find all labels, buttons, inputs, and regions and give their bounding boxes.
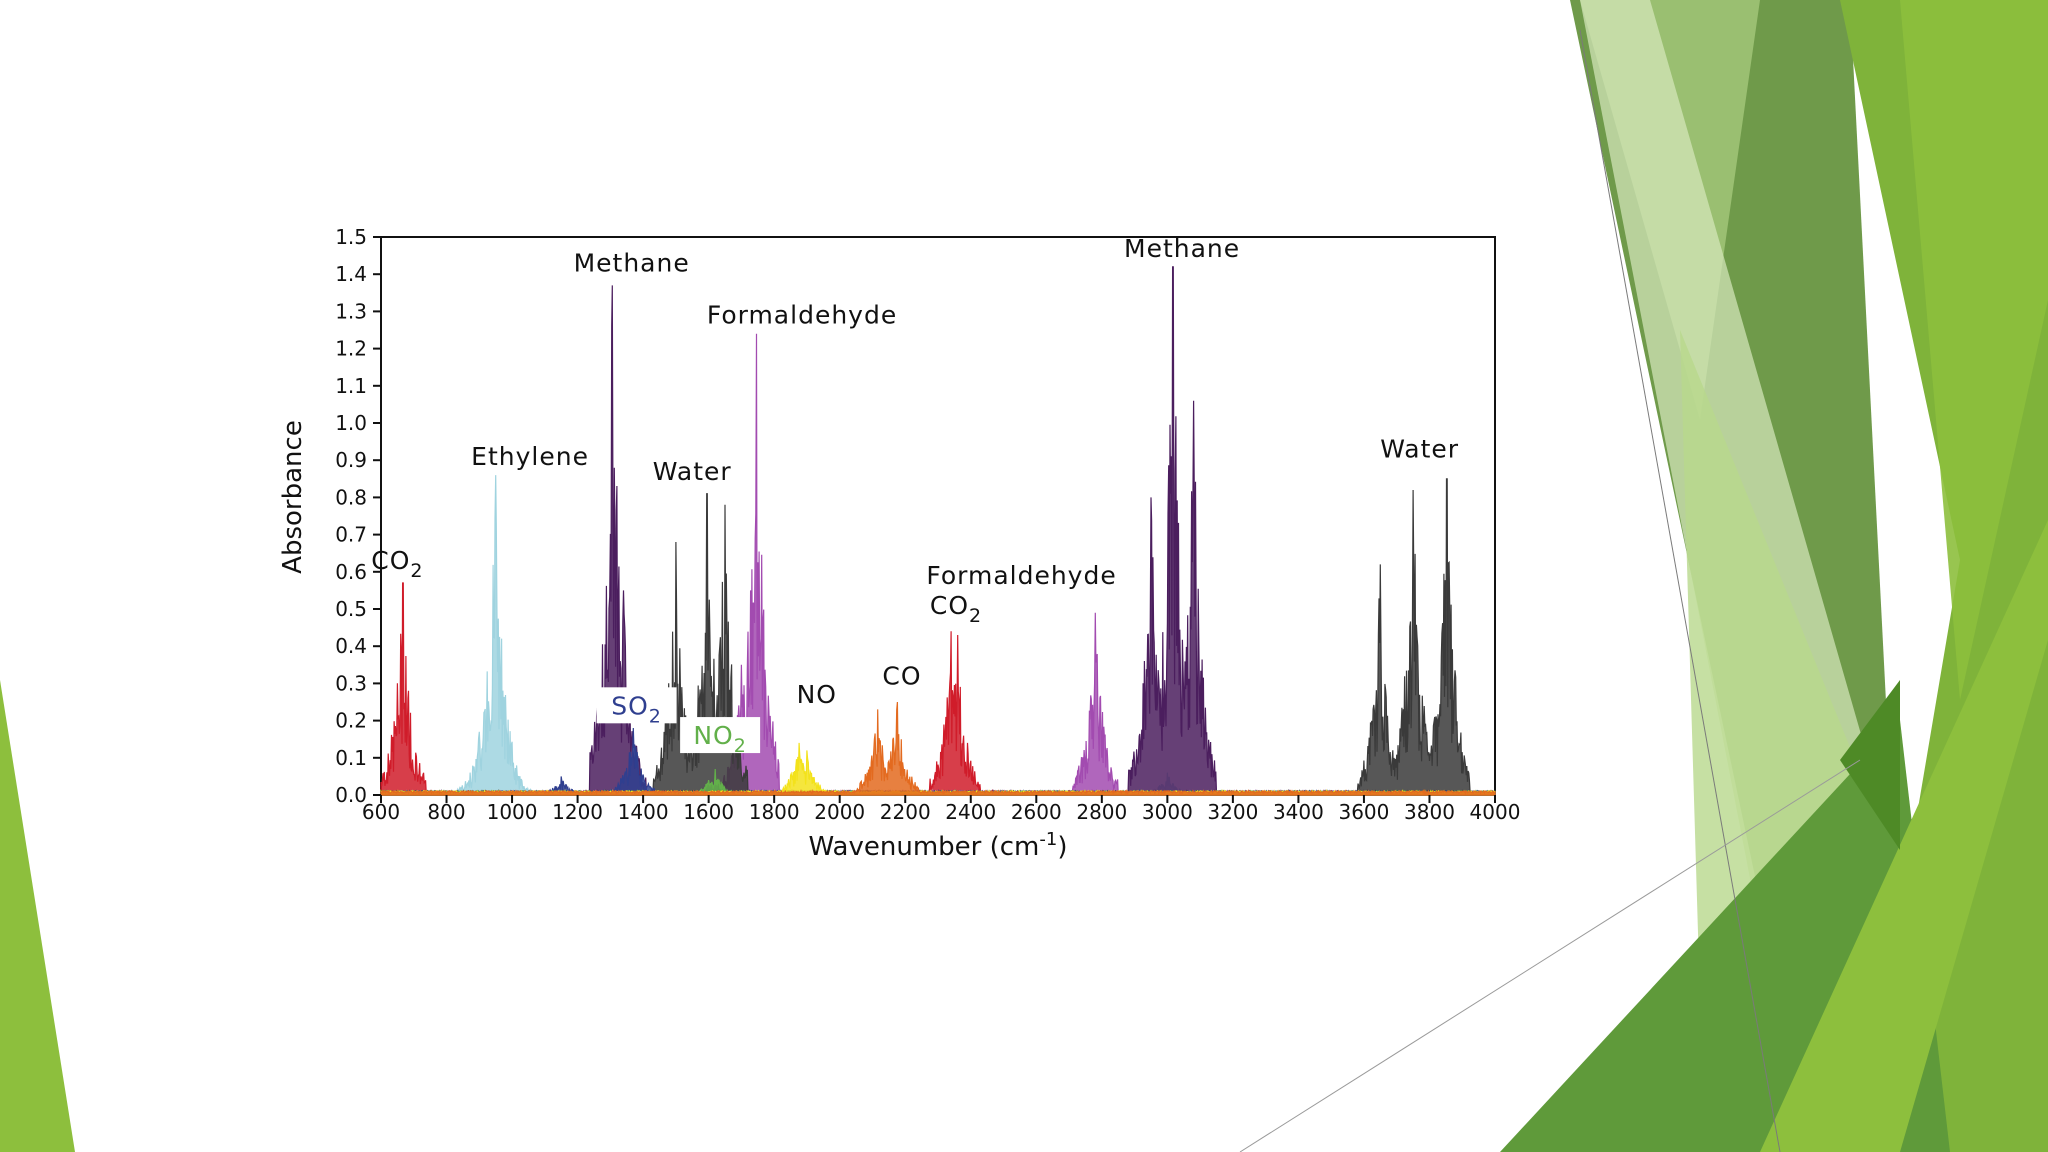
y-tick-label: 0.1 (335, 746, 367, 770)
y-tick-label: 1.1 (335, 374, 367, 398)
annotation-label: CO (882, 662, 921, 691)
x-tick-label: 2600 (1011, 800, 1062, 824)
x-tick-label: 1400 (618, 800, 669, 824)
annotation-label: CO2 (371, 546, 423, 582)
y-axis-title: Absorbance (278, 420, 308, 574)
annotation-label: Water (653, 457, 732, 486)
annotation-box (680, 717, 761, 754)
x-tick-label: 2400 (945, 800, 996, 824)
y-tick-label: 0.0 (335, 783, 367, 807)
y-tick-label: 1.3 (335, 299, 367, 323)
x-axis-title: Wavenumber (cm-1) (809, 829, 1068, 862)
annotation-label: Methane (1124, 234, 1240, 263)
annotations: CO2 Ethylene Methane Formaldehyde Water SO2 NO… (371, 234, 1459, 757)
annotation-label: Formaldehyde (926, 561, 1116, 590)
y-tick-label: 0.7 (335, 523, 367, 547)
x-tick-label: 2800 (1076, 800, 1127, 824)
y-tick-label: 0.2 (335, 709, 367, 733)
annotation-label: Water (1380, 435, 1459, 464)
y-tick-label: 0.9 (335, 448, 367, 472)
y-tick-label: 0.5 (335, 597, 367, 621)
x-tick-label: 1600 (683, 800, 734, 824)
x-tick-label: 2000 (814, 800, 865, 824)
y-tick-label: 1.5 (335, 225, 367, 249)
decoration-right (1239, 0, 2048, 1152)
y-tick-label: 0.8 (335, 485, 367, 509)
annotation-label: NO2 (693, 721, 746, 757)
x-tick-label: 2200 (880, 800, 931, 824)
y-tick-label: 1.4 (335, 262, 367, 286)
annotation-label: SO2 (611, 691, 662, 727)
annotation-box (596, 687, 677, 724)
x-tick-label: 3400 (1273, 800, 1324, 824)
annotation-label: CO2 (930, 591, 982, 627)
y-tick-label: 0.6 (335, 560, 367, 584)
annotation-label: Ethylene (471, 442, 589, 471)
decoration-left (0, 680, 75, 1152)
x-tick-label: 3800 (1404, 800, 1455, 824)
x-tick-label: 3200 (1207, 800, 1258, 824)
x-tick-label: 800 (427, 800, 465, 824)
x-tick-label: 1200 (552, 800, 603, 824)
y-axis: 0.0 0.1 0.2 0.3 0.4 0.5 0.6 0.7 0.8 0.9 1.0 1.1 1.2 1… (335, 225, 381, 807)
annotation-label: Methane (574, 249, 690, 278)
series-line-8 (380, 701, 1496, 796)
series-layer (380, 266, 1496, 796)
x-tick-label: 600 (362, 800, 400, 824)
plot-frame (380, 236, 1496, 796)
x-tick-label: 1000 (487, 800, 538, 824)
x-tick-label: 4000 (1470, 800, 1521, 824)
x-tick-label: 3000 (1142, 800, 1193, 824)
x-axis: 600 800 1000 1200 1400 1600 1800 2000 2200 2400 26… (362, 795, 1521, 824)
annotation-label: NO (797, 680, 837, 709)
y-tick-label: 0.3 (335, 671, 367, 695)
y-tick-label: 1.0 (335, 411, 367, 435)
y-tick-label: 0.4 (335, 634, 367, 658)
x-tick-label: 3600 (1338, 800, 1389, 824)
x-tick-label: 1800 (749, 800, 800, 824)
y-tick-label: 1.2 (335, 337, 367, 361)
annotation-label: Formaldehyde (707, 301, 897, 330)
